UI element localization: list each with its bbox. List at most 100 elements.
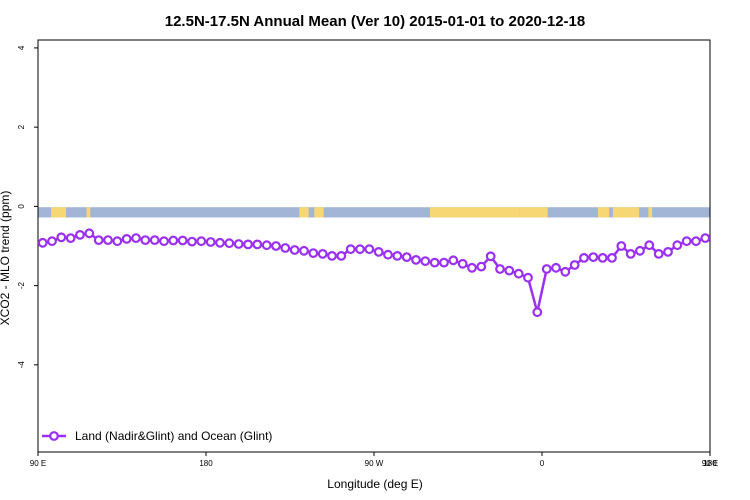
data-point bbox=[233, 239, 244, 249]
data-point bbox=[439, 257, 449, 268]
data-point bbox=[504, 265, 515, 276]
data-point bbox=[373, 246, 384, 257]
data-point bbox=[252, 239, 263, 250]
data-point bbox=[112, 236, 123, 247]
data-point bbox=[289, 245, 300, 255]
x-tick-label: 180 bbox=[199, 459, 213, 468]
data-point bbox=[476, 261, 487, 272]
data-point bbox=[681, 236, 692, 247]
x-tick-label: 180 bbox=[703, 459, 717, 468]
data-point bbox=[485, 251, 496, 262]
data-point bbox=[523, 272, 533, 283]
data-point bbox=[327, 250, 337, 261]
legend: Land (Nadir&Glint) and Ocean (Glint) bbox=[42, 429, 272, 443]
land-segment bbox=[648, 207, 653, 218]
data-point bbox=[607, 252, 617, 263]
land-segment bbox=[51, 207, 66, 218]
land-segment bbox=[612, 207, 640, 218]
data-point bbox=[75, 229, 85, 240]
data-point bbox=[37, 237, 48, 248]
legend-label: Land (Nadir&Glint) and Ocean (Glint) bbox=[75, 429, 272, 443]
data-point bbox=[541, 264, 552, 274]
x-tick-label: 90 E bbox=[702, 459, 718, 468]
data-point bbox=[560, 266, 571, 277]
land-segment bbox=[430, 207, 520, 218]
y-axis-label: XCO2 - MLO trend (ppm) bbox=[0, 191, 12, 326]
y-tick-label: 2 bbox=[17, 124, 26, 129]
data-point bbox=[261, 240, 272, 251]
data-point bbox=[700, 233, 711, 244]
data-point bbox=[401, 252, 412, 263]
x-tick-label: 90 W bbox=[365, 459, 384, 468]
y-tick-label: 4 bbox=[17, 45, 26, 50]
data-point bbox=[196, 236, 207, 247]
data-point bbox=[355, 244, 365, 255]
data-point bbox=[56, 232, 67, 243]
data-point bbox=[364, 244, 375, 255]
legend-marker bbox=[49, 431, 59, 441]
data-point bbox=[569, 260, 580, 270]
land-segment bbox=[598, 207, 610, 218]
y-tick-label: -2 bbox=[17, 282, 26, 290]
data-point bbox=[224, 238, 235, 249]
data-point bbox=[271, 241, 281, 251]
data-point bbox=[513, 268, 524, 279]
data-point bbox=[653, 248, 664, 259]
data-point bbox=[672, 240, 683, 251]
land-ocean-band bbox=[38, 207, 710, 218]
data-point bbox=[103, 235, 113, 246]
data-point bbox=[467, 262, 477, 273]
data-point bbox=[336, 250, 347, 261]
data-point bbox=[495, 264, 505, 274]
data-point bbox=[187, 236, 197, 247]
data-point bbox=[616, 241, 627, 251]
data-point bbox=[84, 228, 95, 239]
data-point bbox=[149, 235, 160, 246]
x-axis-label: Longitude (deg E) bbox=[327, 477, 422, 491]
data-point bbox=[532, 307, 543, 318]
data-point bbox=[625, 248, 636, 259]
x-tick-label: 90 E bbox=[30, 459, 46, 468]
data-point bbox=[429, 257, 440, 268]
data-point bbox=[177, 235, 188, 246]
data-point bbox=[159, 236, 169, 247]
data-point bbox=[383, 249, 393, 260]
data-point bbox=[243, 239, 253, 250]
plot-frame bbox=[37, 39, 711, 453]
data-point bbox=[448, 255, 459, 266]
ocean-band bbox=[38, 207, 710, 218]
data-point bbox=[345, 244, 356, 255]
y-tick-label: -4 bbox=[17, 361, 26, 369]
data-point bbox=[168, 235, 179, 246]
series-line bbox=[42, 232, 706, 314]
data-point bbox=[140, 235, 151, 246]
data-point bbox=[47, 236, 57, 247]
data-point bbox=[420, 256, 431, 267]
data-point bbox=[635, 245, 645, 256]
series-layer bbox=[37, 228, 711, 318]
data-point bbox=[215, 237, 225, 248]
y-tick-label: 0 bbox=[17, 204, 26, 209]
chart-title: 12.5N-17.5N Annual Mean (Ver 10) 2015-01… bbox=[165, 13, 585, 30]
data-point bbox=[392, 250, 403, 261]
data-point bbox=[308, 248, 319, 259]
data-point bbox=[65, 233, 76, 244]
data-point bbox=[131, 233, 141, 244]
data-point bbox=[411, 255, 421, 265]
land-segment bbox=[519, 207, 548, 218]
data-point bbox=[299, 245, 309, 256]
data-point bbox=[579, 252, 589, 263]
y-axis: -4 -2 0 2 4 bbox=[17, 45, 38, 368]
land-segment bbox=[299, 207, 309, 218]
data-point bbox=[663, 246, 673, 257]
data-point bbox=[551, 262, 561, 273]
data-point bbox=[691, 236, 701, 247]
data-point bbox=[93, 235, 104, 246]
data-point bbox=[121, 233, 132, 244]
land-segment bbox=[314, 207, 324, 218]
x-tick-label: 0 bbox=[540, 459, 545, 468]
data-point bbox=[588, 252, 599, 263]
data-point bbox=[317, 248, 328, 259]
